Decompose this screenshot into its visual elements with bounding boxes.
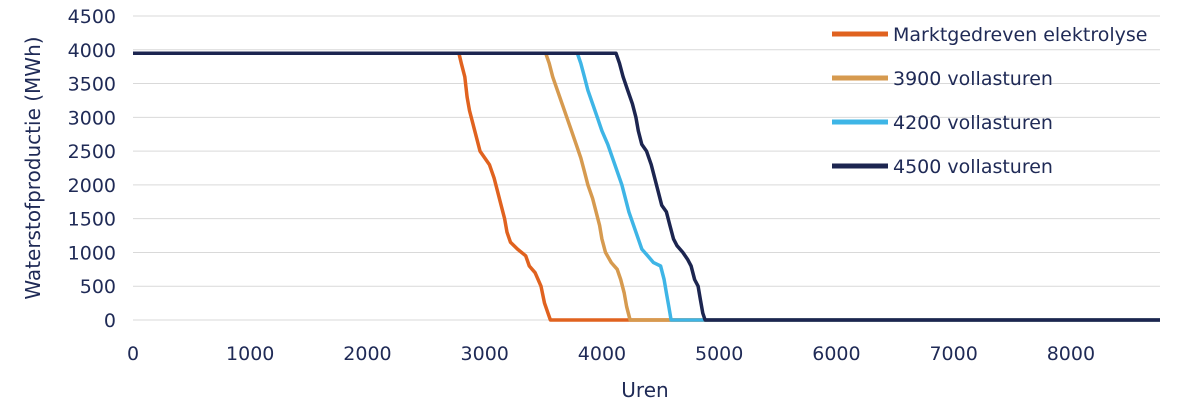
x-axis-title: Uren [621, 378, 668, 402]
legend-label: 4200 vollasturen [893, 112, 1053, 134]
x-tick-label: 0 [127, 343, 139, 365]
x-tick-label: 3000 [461, 343, 509, 365]
axes: 0 500 1000 1500 2000 2500 3000 3500 4000 4500 0 100… [68, 6, 1160, 365]
y-axis-title: Waterstofproductie (MWh) [21, 36, 45, 299]
y-tick-label: 2500 [68, 141, 116, 163]
series-line-1 [133, 51, 1160, 322]
y-tick-label: 2000 [68, 175, 116, 197]
legend-label: 3900 vollasturen [893, 68, 1053, 90]
x-tick-label: 6000 [812, 343, 860, 365]
x-tick-label: 1000 [226, 343, 274, 365]
x-tick-label: 2000 [343, 343, 391, 365]
y-tick-label: 3500 [68, 74, 116, 96]
x-tick-label: 7000 [929, 343, 977, 365]
series-line-4 [133, 51, 1160, 322]
x-tick-label: 4000 [578, 343, 626, 365]
y-tick-label: 0 [104, 310, 116, 332]
y-tick-label: 1000 [68, 242, 116, 264]
y-tick-label: 3000 [68, 107, 116, 129]
legend-label: Marktgedreven elektrolyse [893, 24, 1147, 46]
legend: Marktgedreven elektrolyse 3900 vollasture… [832, 24, 1147, 178]
y-tick-label: 1500 [68, 209, 116, 231]
series-lines [133, 51, 1160, 322]
x-tick-label: 8000 [1047, 343, 1095, 365]
y-tick-label: 500 [80, 276, 116, 298]
y-tick-label: 4500 [68, 6, 116, 28]
series-line-2 [133, 51, 1160, 322]
y-tick-label: 4000 [68, 40, 116, 62]
series-line-3 [133, 51, 1160, 322]
legend-label: 4500 vollasturen [893, 156, 1053, 178]
x-tick-label: 5000 [695, 343, 743, 365]
